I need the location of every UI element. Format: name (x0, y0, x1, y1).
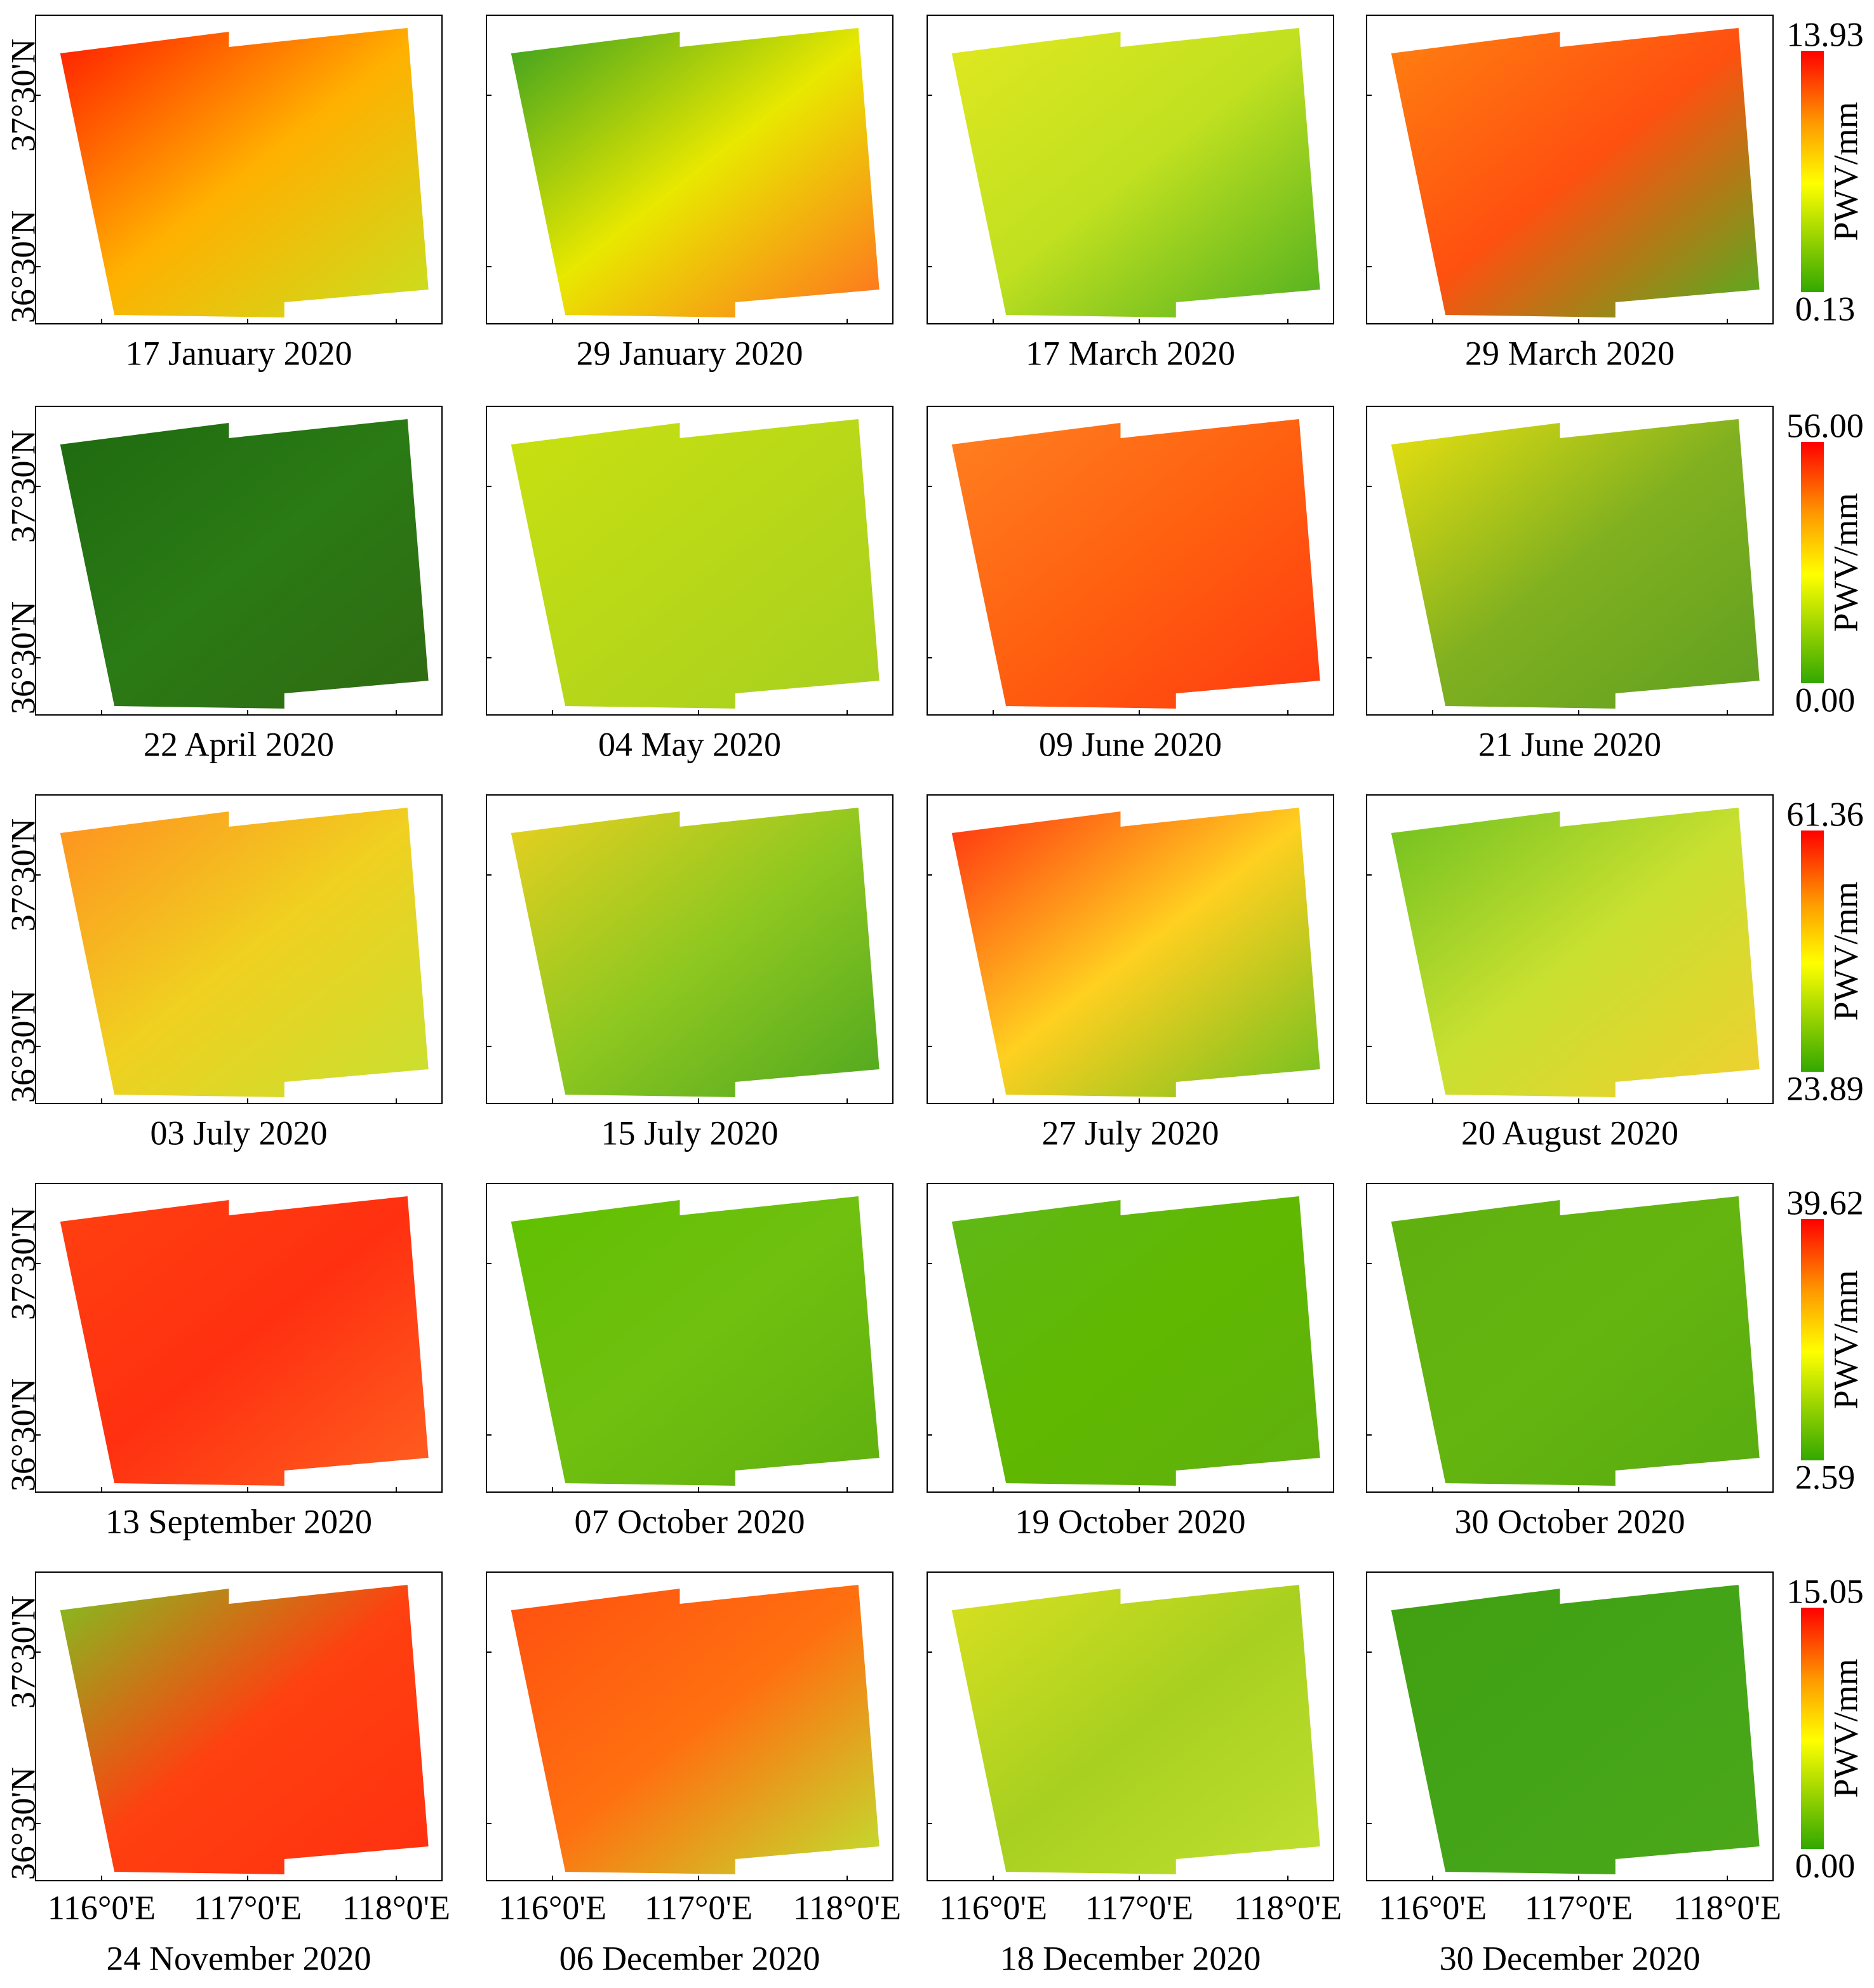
colorbar (1801, 1608, 1824, 1849)
date-label: 19 October 2020 (1015, 1502, 1246, 1540)
colorbar-min: 23.89 (1786, 1069, 1864, 1107)
pwv-map (511, 808, 880, 1097)
colorbar-title: PWV/mm (1826, 1658, 1864, 1798)
lat-label: 37°30'N (4, 818, 42, 931)
date-label: 15 July 2020 (601, 1114, 778, 1152)
pwv-map (951, 1196, 1320, 1486)
date-label: 17 March 2020 (1026, 334, 1235, 372)
date-label: 18 December 2020 (1000, 1939, 1261, 1977)
lon-label: 116°0'E (1379, 1888, 1487, 1926)
lat-label: 36°30'N (4, 210, 42, 323)
pwv-map (60, 419, 429, 709)
lon-label: 117°0'E (645, 1888, 753, 1926)
lat-label: 36°30'N (4, 1378, 42, 1491)
pwv-map (1391, 1196, 1760, 1486)
pwv-map (60, 1585, 429, 1874)
colorbar-max: 39.62 (1786, 1184, 1864, 1222)
colorbar-title: PWV/mm (1826, 1270, 1864, 1409)
colorbar-max: 61.36 (1786, 795, 1864, 833)
lat-label: 37°30'N (4, 1207, 42, 1320)
lon-label: 118°0'E (1234, 1888, 1342, 1926)
colorbar-min: 2.59 (1795, 1458, 1856, 1496)
pwv-map (1391, 28, 1760, 317)
date-label: 29 March 2020 (1465, 334, 1675, 372)
lat-label: 36°30'N (4, 990, 42, 1103)
colorbar-max: 15.05 (1786, 1572, 1864, 1610)
pwv-map (951, 1585, 1320, 1874)
colorbar-min: 0.13 (1795, 290, 1856, 328)
lat-label: 36°30'N (4, 1767, 42, 1880)
pwv-map (511, 1196, 880, 1486)
date-label: 29 January 2020 (577, 334, 803, 372)
pwv-map (951, 419, 1320, 709)
pwv-map (60, 28, 429, 317)
date-label: 13 September 2020 (105, 1502, 372, 1540)
pwv-map (511, 28, 880, 317)
date-label: 17 January 2020 (126, 334, 352, 372)
date-label: 24 November 2020 (107, 1939, 371, 1977)
pwv-map (1391, 808, 1760, 1097)
pwv-map (951, 808, 1320, 1097)
colorbar-max: 13.93 (1786, 15, 1864, 53)
date-label: 27 July 2020 (1041, 1114, 1219, 1152)
date-label: 20 August 2020 (1461, 1114, 1678, 1152)
lat-label: 37°30'N (4, 430, 42, 543)
pwv-map (511, 1585, 880, 1874)
date-label: 30 December 2020 (1440, 1939, 1701, 1977)
colorbar (1801, 1219, 1824, 1460)
colorbar-title: PWV/mm (1826, 493, 1864, 632)
date-label: 03 July 2020 (150, 1114, 327, 1152)
lon-label: 118°0'E (793, 1888, 901, 1926)
pwv-map (60, 808, 429, 1097)
lon-label: 116°0'E (499, 1888, 606, 1926)
pwv-map (1391, 1585, 1760, 1874)
colorbar-min: 0.00 (1795, 1846, 1856, 1885)
date-label: 04 May 2020 (598, 725, 781, 763)
lat-label: 37°30'N (4, 1596, 42, 1709)
colorbar-title: PWV/mm (1826, 881, 1864, 1020)
lon-label: 117°0'E (194, 1888, 302, 1926)
colorbar (1801, 51, 1824, 292)
lon-label: 117°0'E (1525, 1888, 1633, 1926)
lon-label: 117°0'E (1085, 1888, 1193, 1926)
colorbar (1801, 831, 1824, 1072)
date-label: 09 June 2020 (1039, 725, 1222, 763)
lat-label: 37°30'N (4, 39, 42, 152)
colorbar-max: 56.00 (1786, 406, 1864, 444)
colorbar (1801, 442, 1824, 683)
colorbar-title: PWV/mm (1826, 102, 1864, 241)
date-label: 30 October 2020 (1455, 1502, 1685, 1540)
date-label: 07 October 2020 (575, 1502, 805, 1540)
lon-label: 116°0'E (48, 1888, 156, 1926)
lon-label: 118°0'E (1673, 1888, 1781, 1926)
pwv-map (951, 28, 1320, 317)
lon-label: 118°0'E (342, 1888, 450, 1926)
date-label: 22 April 2020 (144, 725, 334, 763)
pwv-map (60, 1196, 429, 1486)
lon-label: 116°0'E (939, 1888, 1047, 1926)
date-label: 06 December 2020 (559, 1939, 820, 1977)
pwv-map (511, 419, 880, 709)
date-label: 21 June 2020 (1478, 725, 1661, 763)
pwv-map (1391, 419, 1760, 709)
colorbar-min: 0.00 (1795, 681, 1856, 719)
lat-label: 36°30'N (4, 601, 42, 714)
